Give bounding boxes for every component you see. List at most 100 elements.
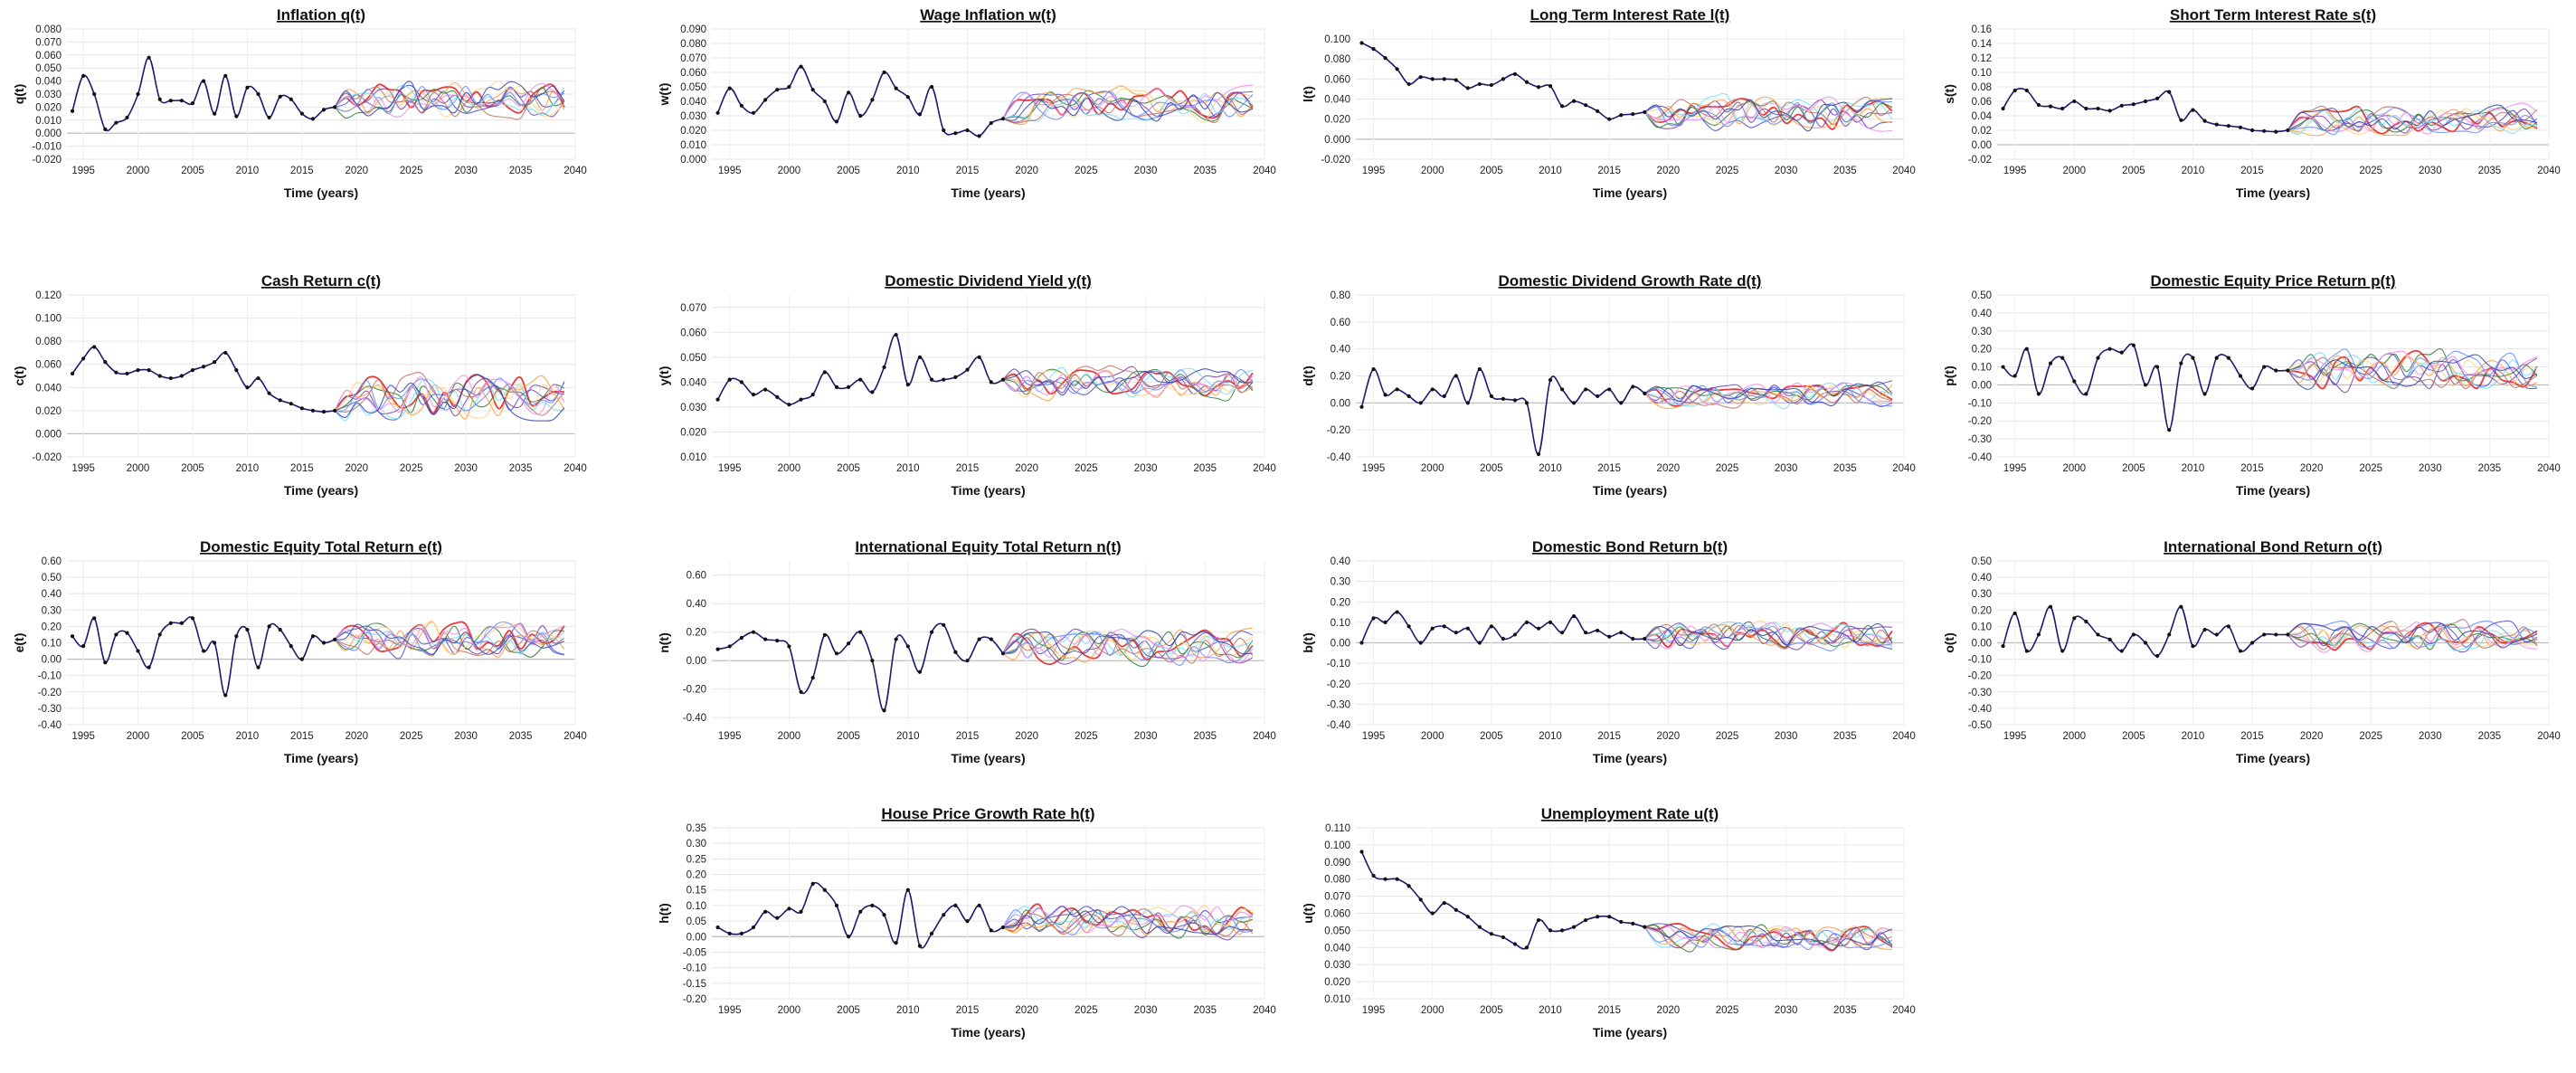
history-point <box>1430 626 1435 631</box>
x-axis-label: Time (years) <box>951 483 1025 498</box>
history-point <box>2155 96 2160 100</box>
history-point <box>847 90 851 95</box>
history-point <box>2274 129 2278 134</box>
x-tick-label: 2040 <box>1253 166 1276 176</box>
history-point <box>201 79 206 83</box>
y-tick-label: 0.060 <box>35 51 62 62</box>
x-tick-label: 2015 <box>290 166 314 176</box>
y-tick-label: 0.10 <box>1972 68 1992 79</box>
history-point <box>822 888 827 892</box>
y-tick-label: -0.40 <box>38 720 62 731</box>
history-point <box>858 909 863 914</box>
history-point <box>81 644 86 649</box>
history-point <box>114 120 118 125</box>
history-point <box>1000 651 1006 656</box>
x-tick-label: 2005 <box>1480 166 1503 176</box>
history-point <box>2155 365 2160 369</box>
history-point <box>1395 877 1399 881</box>
history-point <box>2012 611 2017 616</box>
history-point <box>1548 928 1553 933</box>
x-tick-label: 2010 <box>2182 463 2205 474</box>
simulation-series-line <box>1002 628 1254 663</box>
history-point <box>2131 343 2136 347</box>
y-tick-label: 0.010 <box>1324 994 1350 1005</box>
history-point <box>125 371 129 376</box>
history-point <box>977 355 981 359</box>
y-tick-label: 0.20 <box>1331 372 1350 383</box>
x-tick-label: 2005 <box>181 731 204 742</box>
y-tick-label: 0.20 <box>1331 597 1350 608</box>
history-point <box>1607 117 1612 121</box>
x-tick-label: 1995 <box>718 731 742 742</box>
history-point <box>2155 653 2160 659</box>
history-point <box>147 665 151 669</box>
history-point <box>234 368 239 373</box>
y-tick-label: 0.10 <box>1972 622 1992 632</box>
simulation-series-line <box>1002 92 1254 122</box>
simulation-series-line <box>1644 622 1893 650</box>
history-series-line <box>2002 605 2288 657</box>
history-point <box>1501 636 1506 641</box>
history-point <box>70 109 75 113</box>
y-tick-label: 0.000 <box>1324 135 1350 146</box>
x-tick-label: 2015 <box>2240 166 2264 176</box>
history-point <box>1643 925 1647 929</box>
history-point <box>2060 356 2065 360</box>
x-tick-label: 2040 <box>564 166 587 176</box>
history-point <box>929 630 934 634</box>
history-point <box>245 627 250 632</box>
history-point <box>727 377 732 382</box>
y-tick-label: 0.070 <box>35 37 62 48</box>
x-tick-label: 2005 <box>837 463 860 474</box>
x-tick-label: 2015 <box>1597 463 1621 474</box>
history-point <box>847 385 851 389</box>
simulation-series-line <box>334 88 565 118</box>
history-point <box>1524 945 1530 950</box>
y-tick-label: 0.60 <box>687 571 706 582</box>
history-point <box>333 637 337 641</box>
x-tick-label: 2035 <box>2478 731 2502 742</box>
history-point <box>2036 102 2041 108</box>
history-point <box>299 406 304 411</box>
history-point <box>2012 374 2017 378</box>
x-tick-label: 2035 <box>1194 1005 1217 1016</box>
y-tick-label: 0.10 <box>1331 618 1350 629</box>
y-tick-label: 0.20 <box>687 628 706 639</box>
history-point <box>213 641 217 645</box>
y-tick-label: 0.040 <box>35 77 62 88</box>
history-point <box>942 377 946 382</box>
chart-title: International Equity Total Return n(t) <box>855 538 1121 555</box>
simulation-series-line <box>2287 622 2537 653</box>
history-point <box>2001 106 2005 111</box>
history-point <box>1418 641 1423 645</box>
history-point <box>1512 632 1518 637</box>
x-tick-label: 2030 <box>1775 1005 1798 1016</box>
x-axis-label: Time (years) <box>2236 483 2310 498</box>
history-point <box>715 647 720 651</box>
simulation-series-line <box>1002 88 1254 123</box>
history-point <box>310 408 316 413</box>
history-point <box>278 627 282 632</box>
history-point <box>847 641 851 646</box>
y-tick-label: 0.040 <box>680 377 706 388</box>
history-point <box>81 356 86 361</box>
history-point <box>223 73 228 78</box>
history-point <box>1548 84 1553 89</box>
history-point <box>103 360 108 365</box>
simulation-series-line <box>334 625 565 660</box>
x-tick-label: 2030 <box>1134 166 1158 176</box>
y-tick-label: 0.070 <box>680 303 706 314</box>
history-point <box>1536 626 1541 631</box>
y-tick-label: 0.020 <box>1324 977 1350 988</box>
x-tick-label: 2005 <box>837 1005 860 1016</box>
y-tick-label: 0.20 <box>687 870 706 881</box>
x-tick-label: 2030 <box>1134 731 1158 742</box>
history-point <box>1571 925 1577 929</box>
y-tick-label: 0.30 <box>1972 327 1992 337</box>
x-tick-label: 1995 <box>718 166 742 176</box>
history-point <box>1571 99 1577 103</box>
history-point <box>2226 356 2230 360</box>
x-tick-label: 2020 <box>1015 1005 1038 1016</box>
x-tick-label: 2015 <box>956 166 980 176</box>
history-point <box>2191 356 2195 360</box>
